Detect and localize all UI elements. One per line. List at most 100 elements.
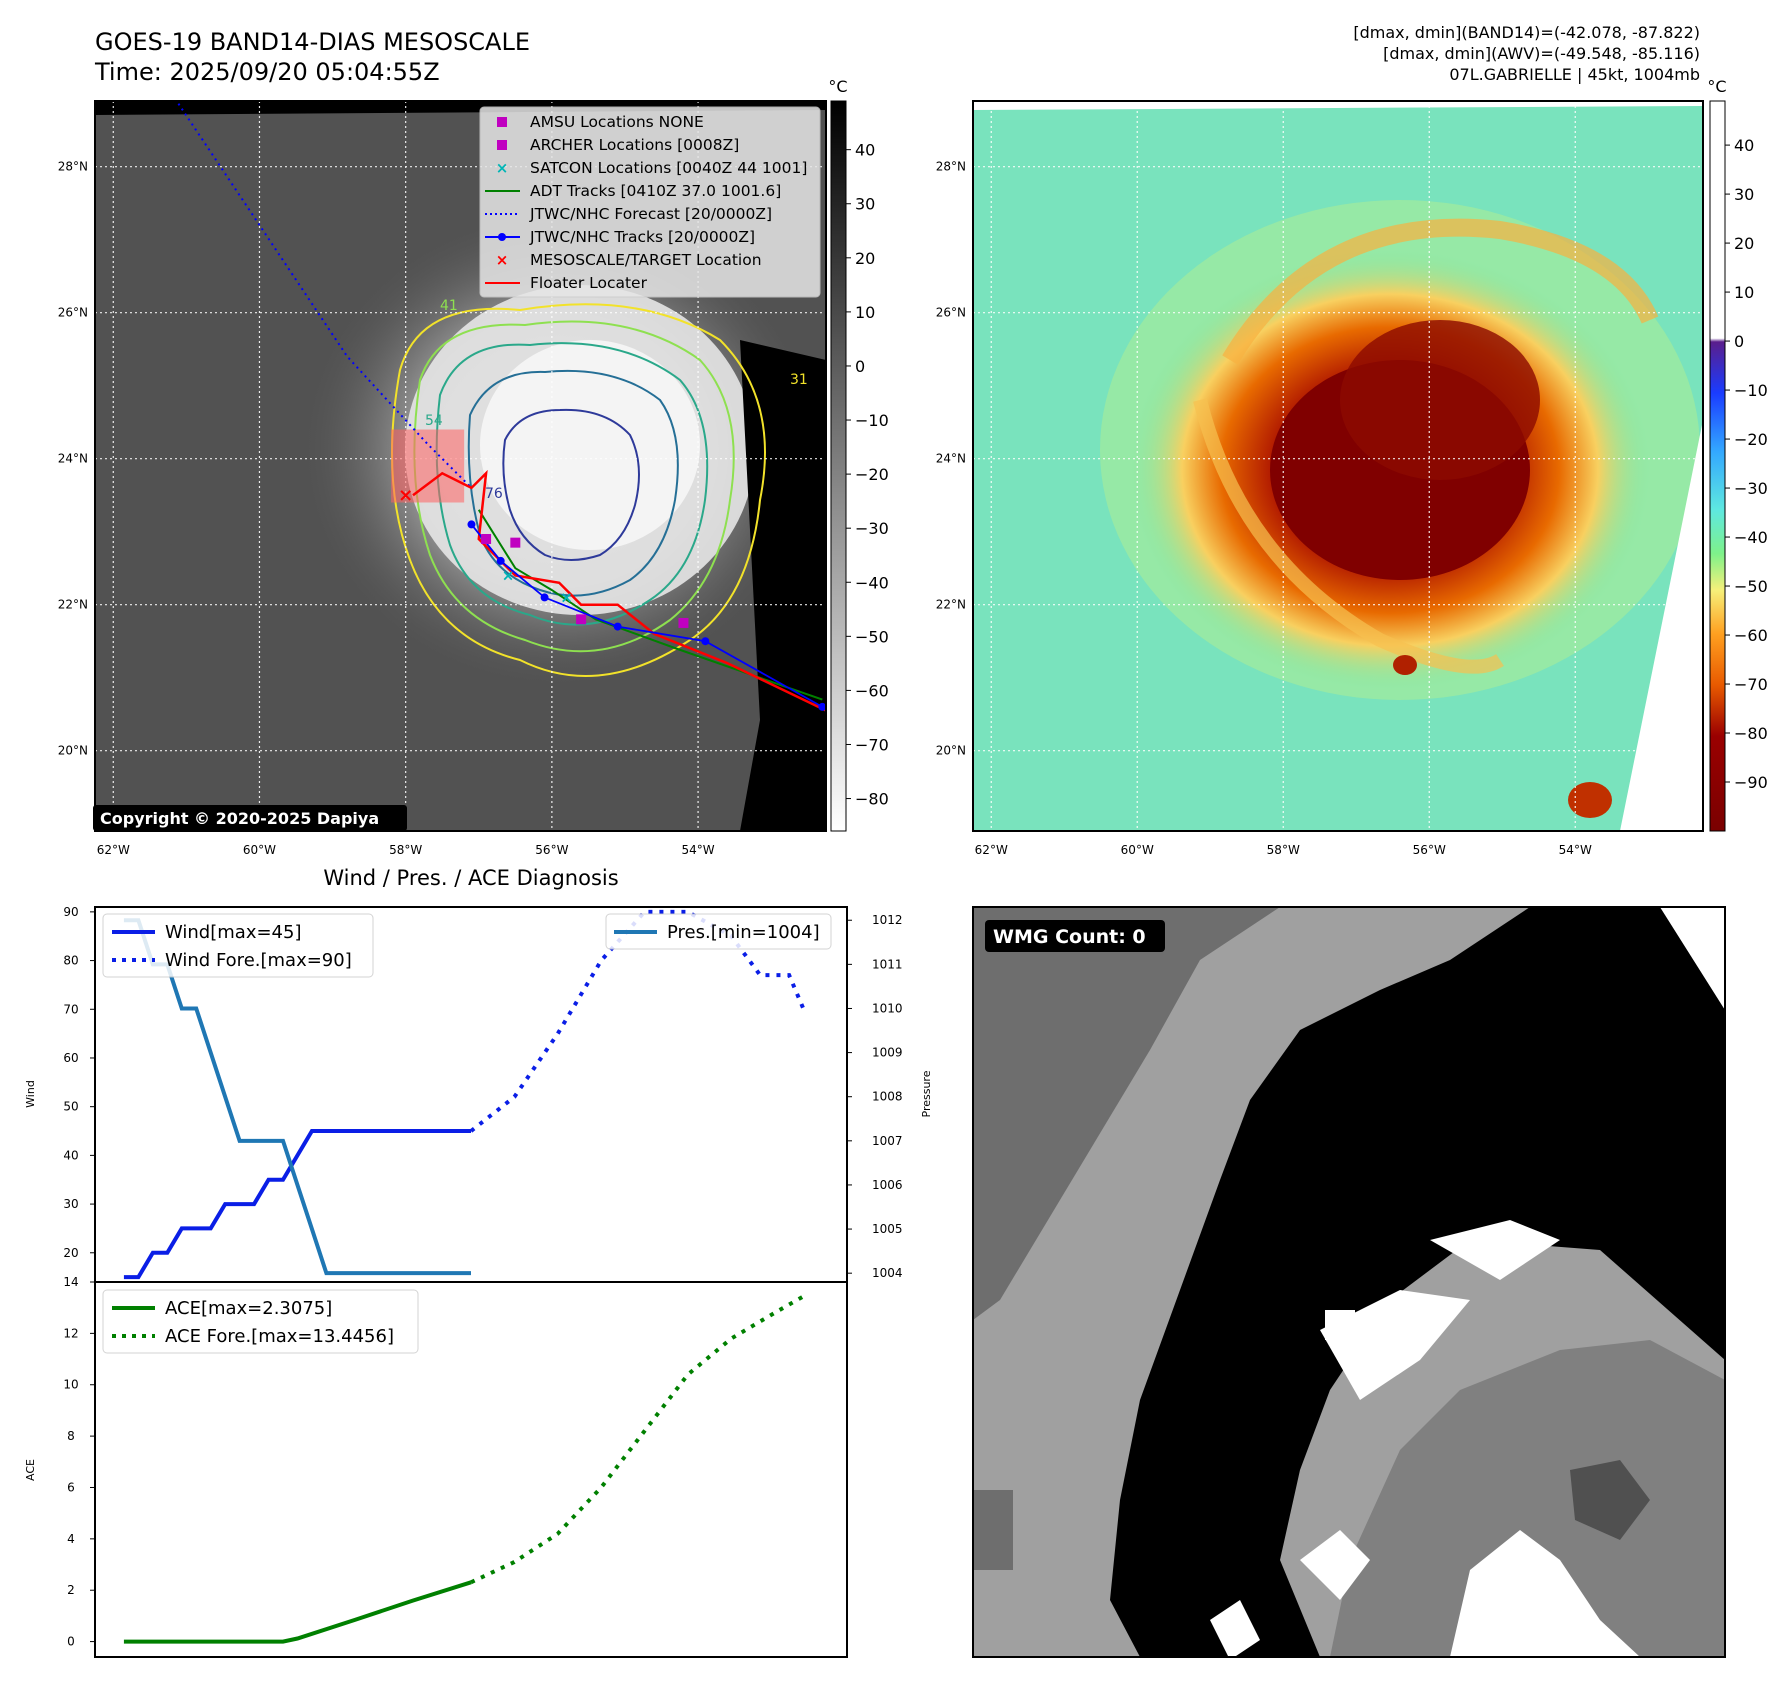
legend-label: JTWC/NHC Tracks [20/0000Z] <box>529 228 755 246</box>
awv-map <box>972 100 1704 832</box>
y-tick-label: 0 <box>67 1635 75 1649</box>
band14-map: ×× × 54 41 76 31 AMSU Locations NONEARCH… <box>93 100 827 832</box>
awv-lon-label: 60°W <box>1121 843 1154 857</box>
legend-item: JTWC/NHC Forecast [20/0000Z] <box>485 205 772 223</box>
y2-tick-label: 1010 <box>872 1001 903 1015</box>
jtwc-track-point <box>818 702 826 711</box>
band14-lon-label: 62°W <box>97 843 130 857</box>
wmg-count-box <box>985 920 1165 952</box>
ace-chart: 0 2 4 6 8 10 12 14 ACE ACE[max=2.3075] ACE Fore… <box>24 1275 848 1658</box>
colorbar-tick-label: 20 <box>855 249 875 268</box>
colorbar-tick-label: −90 <box>1734 773 1768 792</box>
y2-tick-label: 1007 <box>872 1134 903 1148</box>
legend-marker: × <box>496 159 509 177</box>
awv-lat-labels: 28°N 26°N 24°N 22°N 20°N <box>936 160 966 758</box>
figure-title: GOES-19 BAND14-DIAS MESOSCALE <box>95 28 530 56</box>
y2-tick-label: 1008 <box>872 1090 903 1104</box>
copyright-box <box>93 805 407 831</box>
contour-label-31: 31 <box>790 372 808 388</box>
colorbar-tick-label: 40 <box>855 141 875 160</box>
floater-track <box>412 469 826 712</box>
jtwc-track <box>470 523 823 708</box>
y-tick-label: 12 <box>63 1326 78 1340</box>
info-line-1: [dmax, dmin](BAND14)=(-42.078, -87.822) <box>1353 23 1700 42</box>
awv-lon-label: 54°W <box>1559 843 1592 857</box>
archer-point <box>576 614 587 625</box>
colorbar-tick-label: 10 <box>855 303 875 322</box>
contour-label-41: 41 <box>440 298 458 314</box>
band14-colorbar-unit: °C <box>828 77 847 96</box>
y-tick-label: 90 <box>63 905 78 919</box>
figure-time: Time: 2025/09/20 05:04:55Z <box>94 58 440 86</box>
colorbar-tick-label: −60 <box>855 681 889 700</box>
band14-lat-label: 20°N <box>58 744 88 758</box>
y-tick-label: 14 <box>63 1275 78 1289</box>
legend-item: × SATCON Locations [0040Z 44 1001] <box>496 159 808 177</box>
ace-axis-label: ACE <box>24 1459 37 1481</box>
satcon-point: × <box>560 588 573 606</box>
colorbar-tick-label: −40 <box>1734 528 1768 547</box>
y2-tick-label: 1004 <box>872 1266 903 1280</box>
copyright-text: Copyright © 2020-2025 Dapiya <box>100 809 379 828</box>
colorbar-tick-label: −70 <box>1734 675 1768 694</box>
awv-lon-label: 56°W <box>1413 843 1446 857</box>
info-line-3: 07L.GABRIELLE | 45kt, 1004mb <box>1449 65 1700 84</box>
pressure-axis-label: Pressure <box>920 1070 933 1117</box>
ace-legend: ACE[max=2.3075] ACE Fore.[max=13.4456] <box>102 1289 419 1354</box>
band14-lat-labels: 28°N 26°N 24°N 22°N 20°N <box>58 160 88 758</box>
band14-colorbar: °C 40 30 20 10 0 −10 −20 −30 −40 −50 −60 −70 −80 <box>828 77 889 832</box>
colorbar-tick-label: −20 <box>1734 430 1768 449</box>
awv-colorbar-unit: °C <box>1707 77 1726 96</box>
archer-point <box>510 537 521 548</box>
legend-item: JTWC/NHC Tracks [20/0000Z] <box>485 228 755 246</box>
colorbar-tick-label: 30 <box>855 195 875 214</box>
y-tick-label: 70 <box>63 1002 78 1016</box>
legend-item: ADT Tracks [0410Z 37.0 1001.6] <box>485 182 781 200</box>
awv-lat-label: 28°N <box>936 160 966 174</box>
legend-item: ARCHER Locations [0008Z] <box>497 136 739 154</box>
y2-tick-label: 1011 <box>872 957 903 971</box>
series-line <box>469 909 806 1133</box>
y-tick-label: 30 <box>63 1197 78 1211</box>
legend-label: Floater Locater <box>530 274 648 292</box>
archer-point <box>481 534 492 544</box>
colorbar-tick-label: −40 <box>855 573 889 592</box>
y-tick-label: 10 <box>63 1378 78 1392</box>
info-line-2: [dmax, dmin](AWV)=(-49.548, -85.116) <box>1383 44 1700 63</box>
y-tick-label: 8 <box>67 1429 75 1443</box>
y-tick-label: 2 <box>67 1583 75 1597</box>
band14-lat-label: 28°N <box>58 160 88 174</box>
series-line <box>123 918 471 1276</box>
band14-lat-label: 26°N <box>58 306 88 320</box>
y-tick-label: 4 <box>67 1532 75 1546</box>
awv-lat-label: 22°N <box>936 598 966 612</box>
jtwc-track-point <box>467 520 476 529</box>
colorbar-tick-label: −10 <box>1734 381 1768 400</box>
colorbar-tick-label: 10 <box>1734 283 1754 302</box>
colorbar-tick-label: −50 <box>855 627 889 646</box>
awv-lat-label: 24°N <box>936 452 966 466</box>
colorbar-tick-label: 30 <box>1734 185 1754 204</box>
colorbar-tick-label: 20 <box>1734 234 1754 253</box>
colorbar-tick-label: −30 <box>1734 479 1768 498</box>
y-tick-label: 60 <box>63 1051 78 1065</box>
series-line <box>123 1580 472 1644</box>
wind-axis-label: Wind <box>24 1080 37 1108</box>
y-tick-label: 50 <box>63 1100 78 1114</box>
band14-lon-labels: 62°W 60°W 58°W 56°W 54°W <box>97 843 715 857</box>
y-tick-label: 80 <box>63 954 78 968</box>
satcon-point: × <box>502 567 515 585</box>
legend-label: ADT Tracks [0410Z 37.0 1001.6] <box>530 182 781 200</box>
colorbar-tick-label: −80 <box>855 790 889 809</box>
band14-lat-label: 22°N <box>58 598 88 612</box>
awv-lon-labels: 62°W 60°W 58°W 56°W 54°W <box>975 843 1592 857</box>
legend-item: Floater Locater <box>485 274 648 292</box>
awv-lat-label: 26°N <box>936 306 966 320</box>
y-tick-label: 20 <box>63 1246 78 1260</box>
colorbar-tick-label: −10 <box>855 411 889 430</box>
legend-item: AMSU Locations NONE <box>497 113 704 131</box>
contour-label-54: 54 <box>425 413 443 429</box>
band14-lon-label: 58°W <box>389 843 422 857</box>
awv-colorbar: °C 40 30 20 10 0 −10 −20 −30 −40 −50 −60 −70 −80 −90 <box>1707 77 1768 832</box>
target-point: × <box>398 485 413 506</box>
